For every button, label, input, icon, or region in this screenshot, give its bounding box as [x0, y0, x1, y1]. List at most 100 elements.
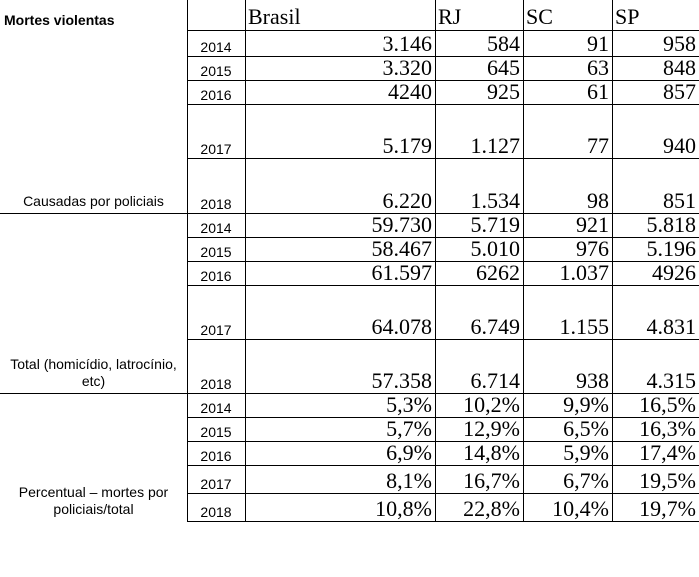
table-cell: 59.730	[371, 213, 433, 237]
row-year: 2016	[200, 448, 232, 464]
row-year: 2014	[200, 220, 232, 236]
table-cell: 645	[487, 56, 520, 80]
table-cell: 64.078	[371, 314, 433, 339]
table-cell: 1.155	[559, 314, 610, 339]
table-cell: 16,5%	[639, 393, 696, 417]
table-cell: 584	[487, 31, 520, 56]
table-cell: 4.315	[646, 368, 697, 393]
table-cell: 10,8%	[375, 496, 432, 521]
table-cell: 17,4%	[639, 441, 696, 465]
table-cell: 5,9%	[563, 441, 609, 465]
row-year: 2015	[200, 424, 232, 440]
table-cell: 3.320	[382, 56, 433, 80]
table-cell: 61.597	[371, 261, 433, 285]
row-year: 2018	[200, 196, 232, 212]
table-cell: 6.220	[382, 188, 433, 213]
row-rule	[187, 493, 699, 494]
header-bottom-rule	[187, 30, 699, 31]
table-cell: 9,9%	[563, 393, 609, 417]
table-cell: 57.358	[371, 368, 433, 393]
table-cell: 6.749	[470, 314, 521, 339]
table-cell: 22,8%	[463, 496, 520, 521]
table-cell: 848	[663, 56, 696, 80]
table-cell: 6,7%	[563, 468, 609, 493]
row-rule	[187, 261, 699, 262]
row-year: 2015	[200, 63, 232, 79]
row-rule	[187, 521, 699, 522]
table-cell: 940	[663, 133, 696, 158]
row-rule	[187, 213, 699, 214]
table-cell: 91	[587, 31, 609, 56]
table-cell: 10,2%	[463, 393, 520, 417]
table-cell: 4240	[388, 80, 432, 104]
table-cell: 16,7%	[463, 468, 520, 493]
row-rule	[187, 441, 699, 442]
row-rule	[187, 465, 699, 466]
column-header-brasil: Brasil	[248, 4, 301, 29]
table-cell: 5.196	[646, 237, 697, 261]
table-cell: 857	[663, 80, 696, 104]
table-cell: 925	[487, 80, 520, 104]
table-cell: 4926	[652, 261, 696, 285]
row-rule	[187, 339, 699, 340]
table-cell: 10,4%	[552, 496, 609, 521]
table-cell: 4.831	[646, 314, 697, 339]
table-cell: 6.714	[470, 368, 521, 393]
row-year: 2017	[200, 141, 232, 157]
table-title: Mortes violentas	[4, 12, 115, 28]
row-year: 2017	[200, 476, 232, 492]
table-cell: 1.127	[470, 133, 521, 158]
row-rule	[187, 237, 699, 238]
table-cell: 938	[576, 368, 609, 393]
row-year: 2015	[200, 244, 232, 260]
col-rule-rj-left	[435, 0, 436, 521]
table-cell: 921	[576, 213, 609, 237]
table-cell: 1.037	[559, 261, 610, 285]
column-header-sc: SC	[526, 4, 553, 29]
table-cell: 8,1%	[386, 468, 432, 493]
col-rule-brasil-left	[245, 0, 246, 521]
table-cell: 16,3%	[639, 417, 696, 441]
col-rule-sc-left	[523, 0, 524, 521]
table-cell: 58.467	[371, 237, 433, 261]
table-cell: 61	[587, 80, 609, 104]
row-rule	[187, 158, 699, 159]
table-cell: 5,3%	[386, 393, 432, 417]
table-cell: 1.534	[470, 188, 521, 213]
row-rule	[187, 104, 699, 105]
row-year: 2016	[200, 87, 232, 103]
row-rule	[187, 417, 699, 418]
table-cell: 63	[587, 56, 609, 80]
table-cell: 5.719	[470, 213, 521, 237]
col-rule-sp-left	[612, 0, 613, 521]
row-year: 2014	[200, 39, 232, 55]
table-cell: 5.010	[470, 237, 521, 261]
row-year: 2014	[200, 400, 232, 416]
table-cell: 5,7%	[386, 417, 432, 441]
table-cell: 14,8%	[463, 441, 520, 465]
table-cell: 19,7%	[639, 496, 696, 521]
table-cell: 6262	[476, 261, 520, 285]
table-cell: 19,5%	[639, 468, 696, 493]
table-cell: 958	[663, 31, 696, 56]
group-rule	[0, 213, 187, 214]
table-cell: 976	[576, 237, 609, 261]
column-header-rj: RJ	[438, 4, 462, 29]
row-rule	[187, 56, 699, 57]
table-cell: 12,9%	[463, 417, 520, 441]
group-rule	[0, 393, 187, 394]
table-cell: 6,9%	[386, 441, 432, 465]
group-label-2: Percentual – mortes por policiais/total	[18, 484, 169, 517]
row-year: 2018	[200, 504, 232, 520]
table-cell: 77	[587, 133, 609, 158]
column-header-sp: SP	[615, 4, 640, 29]
table-cell: 6,5%	[563, 417, 609, 441]
table-cell: 98	[587, 188, 609, 213]
group-label-1: Total (homicídio, latrocínio, etc)	[10, 356, 177, 389]
header-year-blank	[187, 0, 245, 30]
row-year: 2018	[200, 376, 232, 392]
row-rule	[187, 393, 699, 394]
row-rule	[187, 80, 699, 81]
row-year: 2016	[200, 268, 232, 284]
